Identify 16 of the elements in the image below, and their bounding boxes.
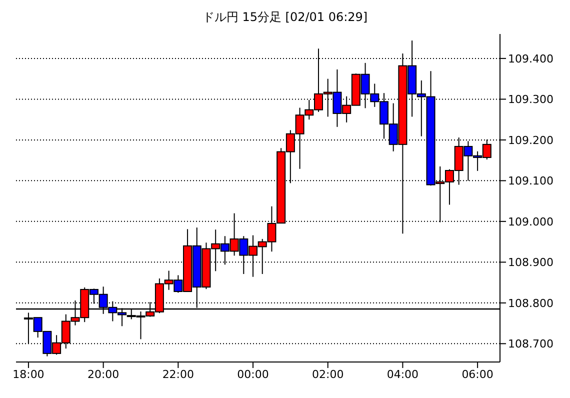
y-tick-label: 108.900 [508, 256, 554, 270]
x-tick-label: 18:00 [12, 368, 44, 381]
x-tick-label: 20:00 [87, 368, 120, 381]
x-tick-label: 04:00 [386, 368, 419, 381]
y-tick-label: 109.100 [508, 174, 554, 188]
y-tick-label: 109.200 [508, 134, 554, 147]
y-tick-label: 109.300 [508, 93, 554, 106]
y-tick-label: 109.000 [508, 215, 554, 228]
x-tick-label: 02:00 [312, 368, 344, 381]
x-tick-label: 00:00 [237, 368, 269, 381]
y-tick-label: 108.700 [508, 338, 554, 351]
x-tick-label: 06:00 [462, 368, 494, 381]
y-tick-label: 109.400 [508, 52, 554, 66]
chart-title: ドル円 15分足 [02/01 06:29] [201, 9, 369, 26]
y-tick-label: 108.800 [508, 296, 554, 310]
x-tick-label: 22:00 [162, 368, 194, 381]
